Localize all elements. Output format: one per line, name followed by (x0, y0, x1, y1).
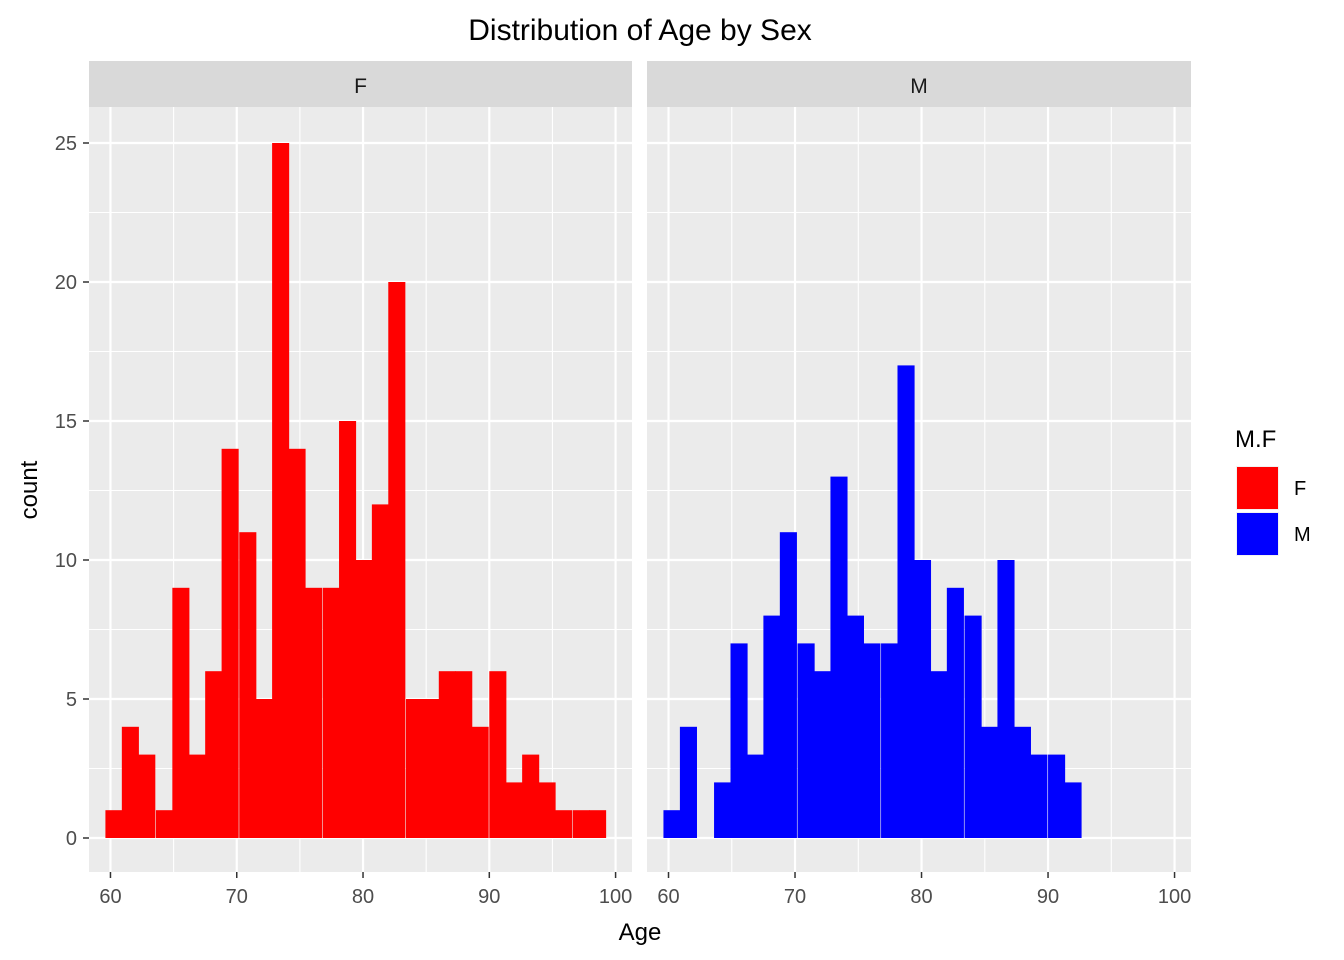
histogram-bar (304, 587, 323, 838)
histogram-bar (589, 810, 607, 838)
legend-swatch-f (1237, 467, 1278, 509)
histogram-bar (138, 754, 156, 838)
y-tick-label: 25 (55, 133, 77, 155)
x-tick-label: 100 (599, 886, 632, 908)
histogram-bar (438, 671, 456, 838)
histogram-bar (188, 754, 206, 838)
histogram-bar (121, 726, 139, 838)
histogram-bar (730, 643, 748, 838)
y-tick-label: 20 (55, 272, 77, 294)
histogram-bar (997, 560, 1015, 838)
histogram-bar (572, 810, 590, 838)
y-axis-title: count (16, 460, 43, 519)
legend-label-m: M (1294, 524, 1311, 546)
x-tick-label: 90 (478, 886, 500, 908)
histogram-bar (946, 587, 964, 838)
facet-strip-label: F (354, 75, 367, 98)
x-tick-label: 70 (226, 886, 248, 908)
histogram-bar (1048, 754, 1066, 838)
y-tick-label: 5 (66, 689, 77, 711)
histogram-bar (813, 671, 832, 838)
histogram-bar (779, 532, 797, 838)
histogram-bar (679, 726, 697, 838)
histogram-bar (239, 532, 257, 838)
histogram-bar (714, 782, 732, 838)
legend-swatch-m (1237, 513, 1278, 555)
histogram-bar (913, 560, 932, 838)
histogram-bar (763, 615, 781, 838)
histogram-bar (221, 448, 239, 838)
x-tick-label: 60 (99, 886, 121, 908)
facet-panel-f: F 60 70 80 90 100 0 5 10 15 20 25 (55, 61, 632, 908)
histogram-bar (964, 615, 982, 838)
histogram-bar (797, 643, 815, 838)
histogram-bar (405, 699, 424, 838)
facet-panel-m: M 60 70 80 90 100 (647, 61, 1191, 908)
histogram-bar (522, 754, 540, 838)
facet-strip-label: M (910, 75, 928, 98)
histogram-bar (930, 671, 948, 838)
histogram-bar (846, 615, 864, 838)
x-tick-label: 100 (1158, 886, 1191, 908)
histogram-bar (371, 504, 389, 838)
histogram-bar (538, 782, 556, 838)
histogram-bar (155, 810, 173, 838)
histogram-bar (272, 143, 290, 838)
legend: M.F F M (1235, 426, 1311, 556)
histogram-bar (554, 810, 573, 838)
histogram-bar (663, 810, 681, 838)
histogram-bar (746, 754, 765, 838)
x-axis-title: Age (619, 919, 662, 946)
histogram-bar (205, 671, 223, 838)
histogram-bar (505, 782, 523, 838)
histogram-bar (455, 671, 473, 838)
histogram-bar (471, 726, 489, 838)
histogram-bar (322, 587, 340, 838)
histogram-bar (830, 476, 848, 838)
histogram-bar (1013, 726, 1031, 838)
histogram-bar (1030, 754, 1048, 838)
facet-panels: F 60 70 80 90 100 0 5 10 15 20 25 M 60 70 80 90 100 (55, 61, 1191, 908)
facet-strip (89, 61, 632, 107)
y-tick-label: 15 (55, 411, 77, 433)
histogram-bar (255, 699, 273, 838)
histogram-bar (422, 699, 440, 838)
x-tick-label: 70 (784, 886, 806, 908)
histogram-bar (863, 643, 881, 838)
histogram-bar (339, 421, 357, 838)
legend-label-f: F (1294, 478, 1306, 500)
y-tick-label: 0 (66, 828, 77, 850)
histogram-bar (489, 671, 507, 838)
legend-title: M.F (1235, 426, 1276, 453)
facet-strip (647, 61, 1191, 107)
histogram-bar (1064, 782, 1082, 838)
x-tick-label: 80 (352, 886, 374, 908)
y-tick-label: 10 (55, 550, 77, 572)
histogram-bar (897, 365, 915, 838)
x-tick-label: 90 (1037, 886, 1059, 908)
histogram-bar (288, 448, 306, 838)
chart-title: Distribution of Age by Sex (468, 14, 812, 47)
x-tick-label: 80 (910, 886, 932, 908)
histogram-bar (355, 560, 373, 838)
histogram-bar (172, 587, 190, 838)
histogram-bar (388, 282, 406, 838)
x-tick-label: 60 (657, 886, 679, 908)
histogram-bar (105, 810, 123, 838)
histogram-bar (980, 726, 999, 838)
histogram-bar (881, 643, 899, 838)
